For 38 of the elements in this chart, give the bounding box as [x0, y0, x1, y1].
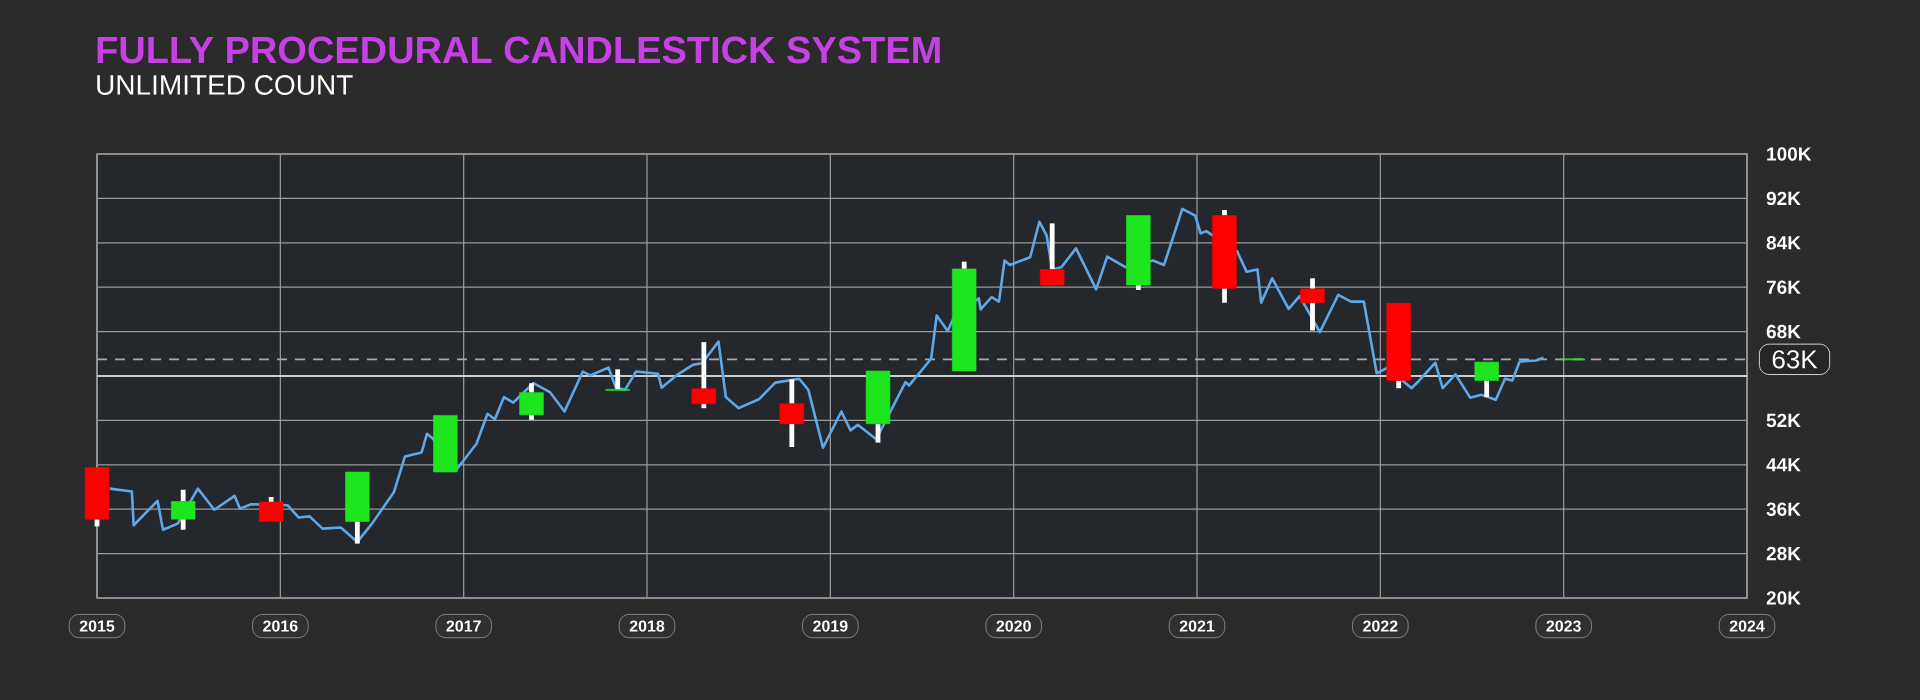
candlestick	[691, 342, 717, 409]
candlestick	[171, 489, 196, 530]
candlestick	[433, 415, 458, 473]
candlestick	[345, 471, 370, 544]
candlestick	[1474, 361, 1499, 398]
line-series	[108, 207, 1545, 544]
y-tick-label: 28K	[1766, 546, 1801, 561]
candlestick	[865, 370, 891, 443]
x-tick-label: 2021	[1179, 620, 1215, 632]
x-tick-label: 2016	[263, 620, 298, 632]
x-tick-label: 2024	[1729, 620, 1765, 632]
y-tick-label: 20K	[1766, 591, 1801, 605]
y-tick-label: 100K	[1767, 147, 1812, 161]
candlestick	[779, 379, 805, 448]
x-tick-label: 2022	[1363, 620, 1398, 632]
y-tick-label: 84K	[1766, 236, 1801, 250]
candlestick	[1386, 302, 1411, 389]
y-tick-label: 92K	[1766, 191, 1801, 206]
y-tick-label: 36K	[1766, 502, 1801, 516]
y-tick-label: 76K	[1766, 280, 1801, 294]
candlestick	[1560, 358, 1586, 361]
y-tick-label: 68K	[1766, 324, 1801, 339]
ref-line-label: 63K	[1772, 350, 1818, 369]
candlestick	[519, 383, 544, 420]
x-tick-label: 2023	[1546, 620, 1581, 632]
candlestick	[1300, 278, 1325, 331]
candlestick	[1212, 210, 1237, 303]
x-tick-label: 2020	[996, 620, 1031, 632]
candlestick	[605, 369, 630, 391]
chart-title: FULLY PROCEDURAL CANDLESTICK SYSTEM	[97, 36, 940, 64]
chart-subtitle: UNLIMITED COUNT	[97, 75, 353, 95]
candlestick	[1040, 223, 1065, 286]
x-tick-label: 2015	[79, 620, 115, 632]
x-tick-label: 2019	[813, 620, 848, 632]
y-tick-label: 44K	[1766, 458, 1801, 472]
x-tick-label: 2018	[629, 620, 665, 632]
x-tick-label: 2017	[446, 620, 481, 632]
y-tick-label: 52K	[1766, 413, 1801, 428]
